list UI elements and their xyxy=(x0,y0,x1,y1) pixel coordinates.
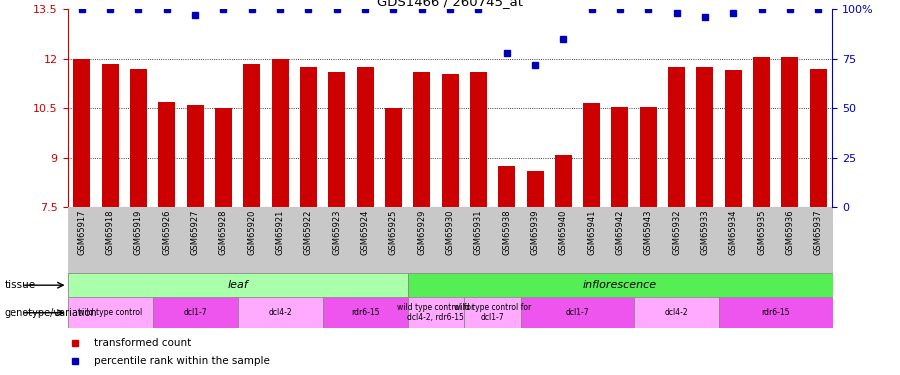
Text: rdr6-15: rdr6-15 xyxy=(761,308,790,317)
Text: inflorescence: inflorescence xyxy=(583,280,657,290)
Bar xyxy=(68,297,152,328)
Text: wild type control for
dcl1-7: wild type control for dcl1-7 xyxy=(454,303,531,322)
Bar xyxy=(634,297,719,328)
Bar xyxy=(413,72,430,207)
Bar xyxy=(611,107,628,207)
Text: dcl4-2: dcl4-2 xyxy=(665,308,688,317)
Text: GSM65936: GSM65936 xyxy=(786,209,795,255)
Text: dcl1-7: dcl1-7 xyxy=(566,308,590,317)
Text: rdr6-15: rdr6-15 xyxy=(351,308,379,317)
Bar xyxy=(753,57,770,207)
Bar xyxy=(68,273,408,297)
Text: GSM65923: GSM65923 xyxy=(332,209,341,255)
Text: GSM65934: GSM65934 xyxy=(729,209,738,255)
Text: GSM65924: GSM65924 xyxy=(361,209,370,255)
Bar xyxy=(356,67,374,207)
Bar xyxy=(243,64,260,207)
Text: leaf: leaf xyxy=(227,280,248,290)
Bar xyxy=(300,67,317,207)
Text: dcl1-7: dcl1-7 xyxy=(184,308,207,317)
Text: GSM65942: GSM65942 xyxy=(616,209,625,255)
Text: GSM65927: GSM65927 xyxy=(191,209,200,255)
Text: GSM65926: GSM65926 xyxy=(162,209,171,255)
Text: dcl4-2: dcl4-2 xyxy=(268,308,292,317)
Text: GSM65943: GSM65943 xyxy=(644,209,652,255)
Bar xyxy=(724,70,742,207)
Text: GSM65933: GSM65933 xyxy=(700,209,709,255)
Bar xyxy=(102,64,119,207)
Bar xyxy=(640,107,657,207)
Bar xyxy=(442,74,458,207)
Text: GSM65930: GSM65930 xyxy=(446,209,454,255)
Text: GSM65941: GSM65941 xyxy=(587,209,596,255)
Bar xyxy=(152,297,238,328)
Text: GSM65922: GSM65922 xyxy=(304,209,313,255)
Bar xyxy=(385,108,401,207)
Text: genotype/variation: genotype/variation xyxy=(4,308,97,318)
Text: GSM65920: GSM65920 xyxy=(248,209,256,255)
Bar xyxy=(408,273,832,297)
Bar xyxy=(322,297,408,328)
Bar xyxy=(470,72,487,207)
Text: transformed count: transformed count xyxy=(94,338,192,348)
Text: GSM65935: GSM65935 xyxy=(757,209,766,255)
Bar xyxy=(499,166,515,207)
Text: GSM65938: GSM65938 xyxy=(502,209,511,255)
Bar xyxy=(215,108,232,207)
Text: GSM65931: GSM65931 xyxy=(473,209,482,255)
Text: tissue: tissue xyxy=(4,280,36,290)
Bar xyxy=(238,297,322,328)
Bar xyxy=(328,72,346,207)
Bar xyxy=(272,59,289,207)
Bar xyxy=(186,105,203,207)
Text: GSM65921: GSM65921 xyxy=(275,209,284,255)
Bar xyxy=(464,297,521,328)
Text: GSM65917: GSM65917 xyxy=(77,209,86,255)
Bar xyxy=(521,297,634,328)
Bar xyxy=(583,104,600,207)
Text: GSM65932: GSM65932 xyxy=(672,209,681,255)
Title: GDS1466 / 260745_at: GDS1466 / 260745_at xyxy=(377,0,523,8)
Text: wild type control for
dcl4-2, rdr6-15: wild type control for dcl4-2, rdr6-15 xyxy=(397,303,474,322)
Bar xyxy=(130,69,147,207)
Text: GSM65918: GSM65918 xyxy=(105,209,114,255)
Text: GSM65919: GSM65919 xyxy=(134,209,143,255)
Bar xyxy=(554,154,572,207)
Bar xyxy=(408,297,464,328)
Text: percentile rank within the sample: percentile rank within the sample xyxy=(94,356,270,366)
Text: GSM65928: GSM65928 xyxy=(219,209,228,255)
Bar xyxy=(526,171,544,207)
Text: GSM65940: GSM65940 xyxy=(559,209,568,255)
Bar xyxy=(73,59,90,207)
Bar xyxy=(697,67,714,207)
Text: GSM65939: GSM65939 xyxy=(530,209,539,255)
Bar xyxy=(158,102,176,207)
Text: GSM65925: GSM65925 xyxy=(389,209,398,255)
Bar xyxy=(781,57,798,207)
Text: wild type control: wild type control xyxy=(78,308,142,317)
Bar xyxy=(719,297,832,328)
Text: GSM65929: GSM65929 xyxy=(418,209,427,255)
Bar xyxy=(810,69,827,207)
Bar xyxy=(668,67,685,207)
Text: GSM65937: GSM65937 xyxy=(814,209,823,255)
